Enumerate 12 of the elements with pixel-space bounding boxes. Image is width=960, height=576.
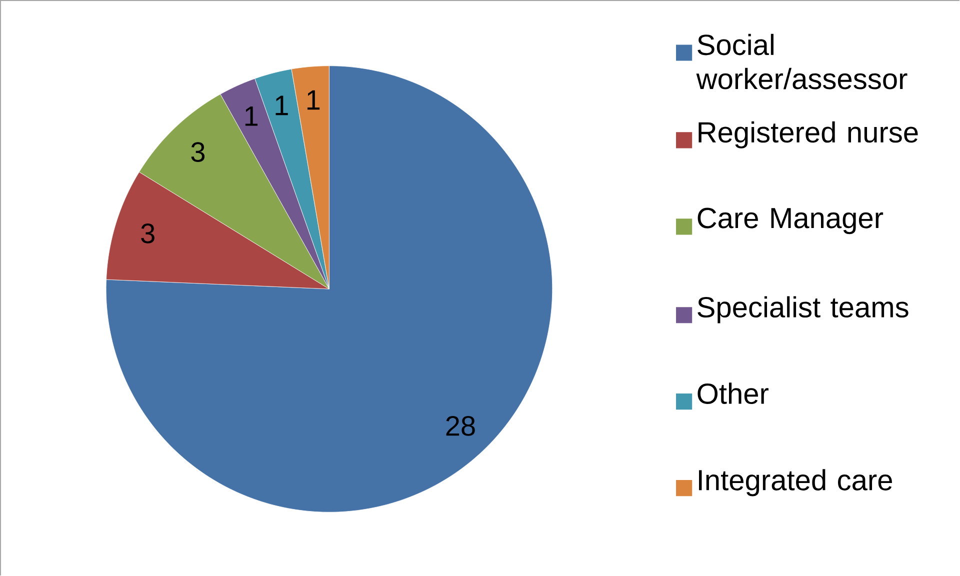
legend-label: Care Manager xyxy=(698,208,884,234)
data-label: 1 xyxy=(276,96,288,116)
legend-label: Integrated care xyxy=(699,469,892,496)
data-label: 1 xyxy=(245,106,258,126)
legend-label: Specialist teams xyxy=(698,296,908,324)
data-label: 28 xyxy=(446,416,475,436)
data-label: 3 xyxy=(191,142,205,162)
data-label: 3 xyxy=(141,224,154,244)
legend-label: Other xyxy=(698,382,768,404)
legend-label: Registered nurse xyxy=(698,121,918,148)
data-label: 1 xyxy=(307,90,320,110)
legend-label: Social worker/assessor xyxy=(696,34,908,90)
